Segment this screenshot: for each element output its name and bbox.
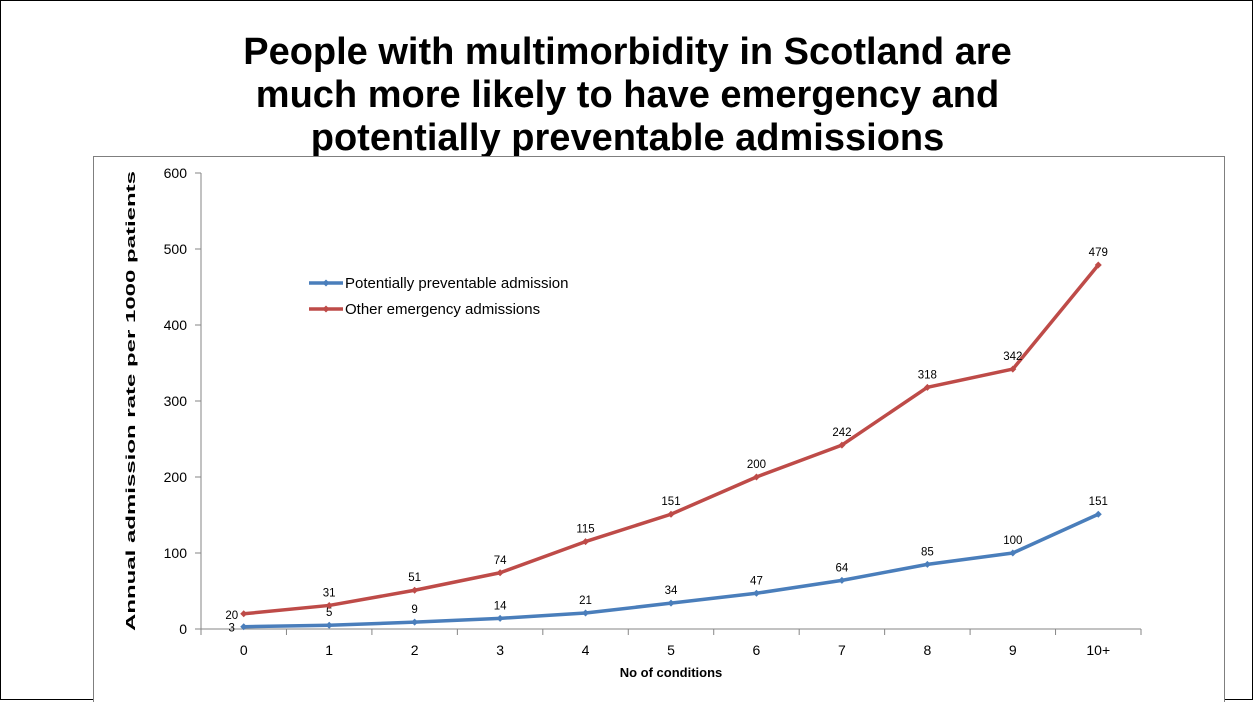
data-point [325, 621, 333, 629]
data-label: 47 [750, 575, 763, 587]
data-label: 200 [747, 459, 766, 471]
data-point [923, 383, 931, 391]
x-tick-label: 7 [838, 642, 846, 658]
y-tick-label: 200 [164, 469, 188, 485]
data-point [496, 569, 504, 577]
y-axis-title: Annual admission rate per 1000 patients [123, 171, 138, 631]
data-label: 31 [323, 587, 336, 599]
legend-marker [322, 305, 330, 313]
data-point [582, 609, 590, 617]
data-point [411, 618, 419, 626]
data-point [1094, 510, 1102, 518]
x-tick-label: 4 [582, 642, 590, 658]
data-label: 3 [229, 623, 235, 635]
legend-marker [322, 279, 330, 287]
data-label: 9 [411, 604, 417, 616]
data-label: 5 [326, 607, 332, 619]
title-line-2: much more likely to have emergency and [255, 74, 1000, 116]
x-axis-title: No of conditions [620, 665, 723, 680]
data-point [1094, 261, 1102, 269]
x-tick-label: 10+ [1086, 642, 1110, 658]
data-point [923, 560, 931, 568]
x-tick-label: 3 [496, 642, 504, 658]
slide-title: People with multimorbidity in Scotland a… [1, 31, 1253, 160]
data-point [838, 576, 846, 584]
x-tick-label: 1 [325, 642, 333, 658]
x-tick-label: 9 [1009, 642, 1017, 658]
x-tick-label: 0 [240, 642, 248, 658]
y-tick-label: 0 [179, 621, 187, 637]
data-label: 318 [918, 369, 937, 381]
y-tick-label: 400 [164, 317, 188, 333]
data-label: 85 [921, 546, 934, 558]
data-point [1009, 549, 1017, 557]
title-line-3: potentially preventable admissions [310, 117, 945, 159]
data-point [240, 610, 248, 618]
data-point [496, 614, 504, 622]
y-tick-label: 300 [164, 393, 188, 409]
title-line-1: People with multimorbidity in Scotland a… [243, 31, 1012, 73]
data-point [411, 586, 419, 594]
legend-label-2: Other emergency admissions [345, 301, 540, 318]
data-label: 64 [836, 562, 849, 574]
data-point [325, 601, 333, 609]
data-label: 14 [494, 600, 507, 612]
y-tick-label: 100 [164, 545, 188, 561]
data-point [667, 510, 675, 518]
data-label: 20 [225, 610, 238, 622]
data-label: 115 [576, 524, 594, 536]
data-label: 21 [579, 595, 592, 607]
y-tick-label: 600 [164, 165, 188, 181]
x-tick-label: 2 [411, 642, 419, 658]
legend-label-1: Potentially preventable admission [345, 275, 568, 292]
data-label: 151 [1089, 496, 1108, 508]
data-label: 151 [661, 496, 680, 508]
x-tick-label: 6 [753, 642, 761, 658]
data-label: 74 [494, 555, 507, 567]
data-point [1009, 365, 1017, 373]
data-label: 100 [1003, 535, 1022, 547]
data-point [667, 599, 675, 607]
data-point [838, 441, 846, 449]
data-label: 242 [832, 427, 851, 439]
data-point [240, 623, 248, 631]
data-point [582, 538, 590, 546]
data-label: 34 [665, 585, 678, 597]
y-tick-label: 500 [164, 241, 188, 257]
data-point [752, 589, 760, 597]
data-point [752, 473, 760, 481]
data-label: 479 [1089, 247, 1108, 259]
data-label: 342 [1003, 351, 1022, 363]
x-tick-label: 5 [667, 642, 675, 658]
x-tick-label: 8 [923, 642, 931, 658]
series-line-1 [243, 512, 1099, 629]
data-label: 51 [408, 572, 421, 584]
